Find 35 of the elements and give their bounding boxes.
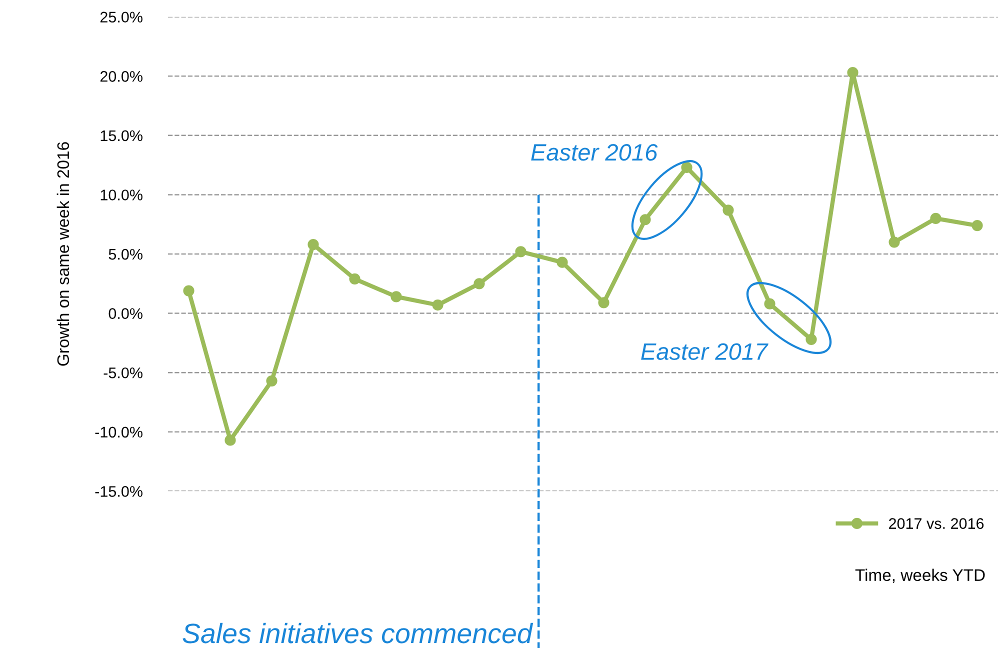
y-tick-label: 5.0% [108,248,142,260]
point [390,291,402,302]
point [224,434,236,446]
y-tick-label: -15.0% [95,486,142,497]
text: Time, weeks YTD [855,568,985,584]
y-tick-label: 25.0% [100,12,142,23]
text: Sales initiatives commenced [182,622,534,644]
point [764,298,776,310]
y-tick-label: -5.0% [104,367,142,378]
y-tick-label: 15.0% [100,130,142,142]
point [930,212,942,224]
point [847,67,858,78]
point [349,273,360,284]
y-tick-label: 0.0% [108,308,142,319]
point [681,162,692,174]
y-tick-label: 10.0% [100,190,142,200]
y-axis-title: Growth on same week in 2016 [56,142,70,366]
y-tick-label: -10.0% [95,426,142,438]
point [474,278,485,290]
annotation: Easter 2016 [531,144,658,161]
point [598,297,610,308]
point [556,256,568,268]
point [432,299,444,311]
y-tick-label: 20.0% [100,71,142,82]
point [972,220,983,232]
point [266,375,278,386]
point [183,285,194,296]
point [308,238,319,250]
legend-label: 2017 vs. 2016 [889,518,984,529]
point [888,236,900,248]
point [722,204,734,216]
point [806,334,817,345]
point [640,214,651,226]
point [515,246,526,258]
annotation: Easter 2017 [641,343,768,360]
